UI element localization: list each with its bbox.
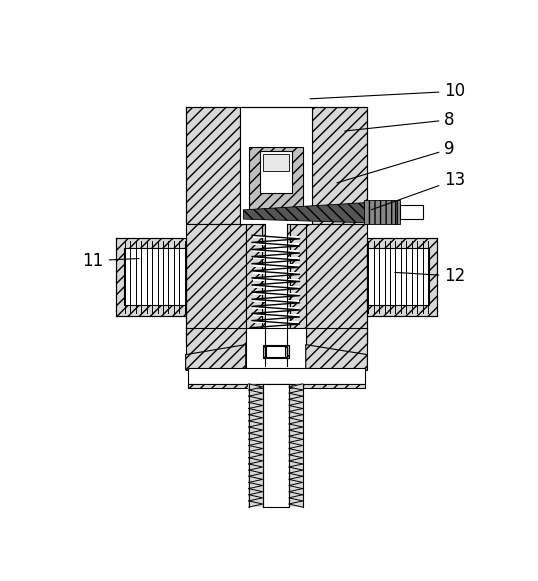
Polygon shape: [289, 415, 303, 421]
Bar: [253, 321, 299, 324]
Bar: [266, 346, 285, 357]
Polygon shape: [289, 489, 303, 495]
Bar: [186, 224, 246, 343]
Polygon shape: [249, 495, 263, 501]
Polygon shape: [289, 495, 303, 501]
Polygon shape: [249, 476, 263, 482]
Bar: [253, 279, 299, 281]
Bar: [253, 236, 299, 238]
Bar: [124, 248, 186, 306]
Bar: [253, 286, 299, 288]
Bar: [186, 107, 239, 224]
Polygon shape: [289, 458, 303, 464]
Bar: [312, 107, 367, 224]
Polygon shape: [249, 470, 263, 476]
Bar: [253, 243, 299, 245]
Bar: [253, 264, 299, 267]
Bar: [364, 200, 400, 224]
Bar: [263, 345, 289, 358]
Text: 12: 12: [395, 267, 465, 285]
Bar: [253, 300, 299, 302]
Polygon shape: [306, 345, 367, 370]
Bar: [262, 224, 265, 366]
Polygon shape: [289, 476, 303, 482]
Polygon shape: [249, 451, 263, 458]
Polygon shape: [243, 200, 400, 224]
Bar: [253, 293, 299, 295]
Polygon shape: [249, 390, 263, 396]
Polygon shape: [289, 421, 303, 427]
Bar: [188, 384, 365, 388]
Polygon shape: [289, 464, 303, 470]
Bar: [367, 248, 429, 306]
Polygon shape: [289, 439, 303, 446]
Bar: [253, 250, 299, 252]
Bar: [306, 224, 367, 343]
Bar: [289, 384, 303, 507]
Polygon shape: [289, 501, 303, 507]
Bar: [286, 224, 289, 366]
Bar: [249, 147, 303, 217]
Bar: [116, 238, 186, 316]
Polygon shape: [249, 446, 263, 451]
Bar: [253, 307, 299, 309]
Bar: [186, 328, 246, 370]
Text: 11: 11: [82, 252, 139, 270]
Polygon shape: [249, 482, 263, 489]
Polygon shape: [249, 427, 263, 433]
Bar: [253, 271, 299, 274]
Polygon shape: [249, 421, 263, 427]
Bar: [400, 205, 423, 219]
Bar: [253, 314, 299, 316]
Bar: [263, 153, 289, 171]
Bar: [249, 384, 263, 507]
Polygon shape: [249, 408, 263, 415]
Polygon shape: [249, 384, 263, 390]
Polygon shape: [249, 489, 263, 495]
Polygon shape: [289, 446, 303, 451]
Bar: [239, 107, 312, 224]
Polygon shape: [289, 390, 303, 396]
Text: 13: 13: [372, 171, 465, 210]
Bar: [263, 384, 289, 507]
Polygon shape: [289, 408, 303, 415]
Polygon shape: [289, 384, 303, 390]
Bar: [188, 368, 365, 384]
Text: 9: 9: [337, 140, 455, 183]
Polygon shape: [249, 458, 263, 464]
Bar: [306, 328, 367, 370]
Polygon shape: [289, 482, 303, 489]
Polygon shape: [249, 415, 263, 421]
Polygon shape: [249, 439, 263, 446]
Polygon shape: [289, 403, 303, 408]
Bar: [367, 238, 437, 316]
Polygon shape: [249, 501, 263, 507]
Bar: [246, 328, 306, 370]
Polygon shape: [249, 403, 263, 408]
Polygon shape: [289, 427, 303, 433]
Bar: [259, 150, 292, 193]
Polygon shape: [249, 433, 263, 439]
Bar: [265, 216, 287, 366]
Polygon shape: [289, 470, 303, 476]
Polygon shape: [249, 396, 263, 403]
Text: 8: 8: [345, 111, 455, 131]
Bar: [246, 224, 306, 343]
Polygon shape: [289, 396, 303, 403]
Polygon shape: [289, 433, 303, 439]
Text: 10: 10: [310, 83, 465, 101]
Polygon shape: [289, 451, 303, 458]
Polygon shape: [186, 345, 246, 370]
Bar: [253, 257, 299, 260]
Polygon shape: [249, 464, 263, 470]
